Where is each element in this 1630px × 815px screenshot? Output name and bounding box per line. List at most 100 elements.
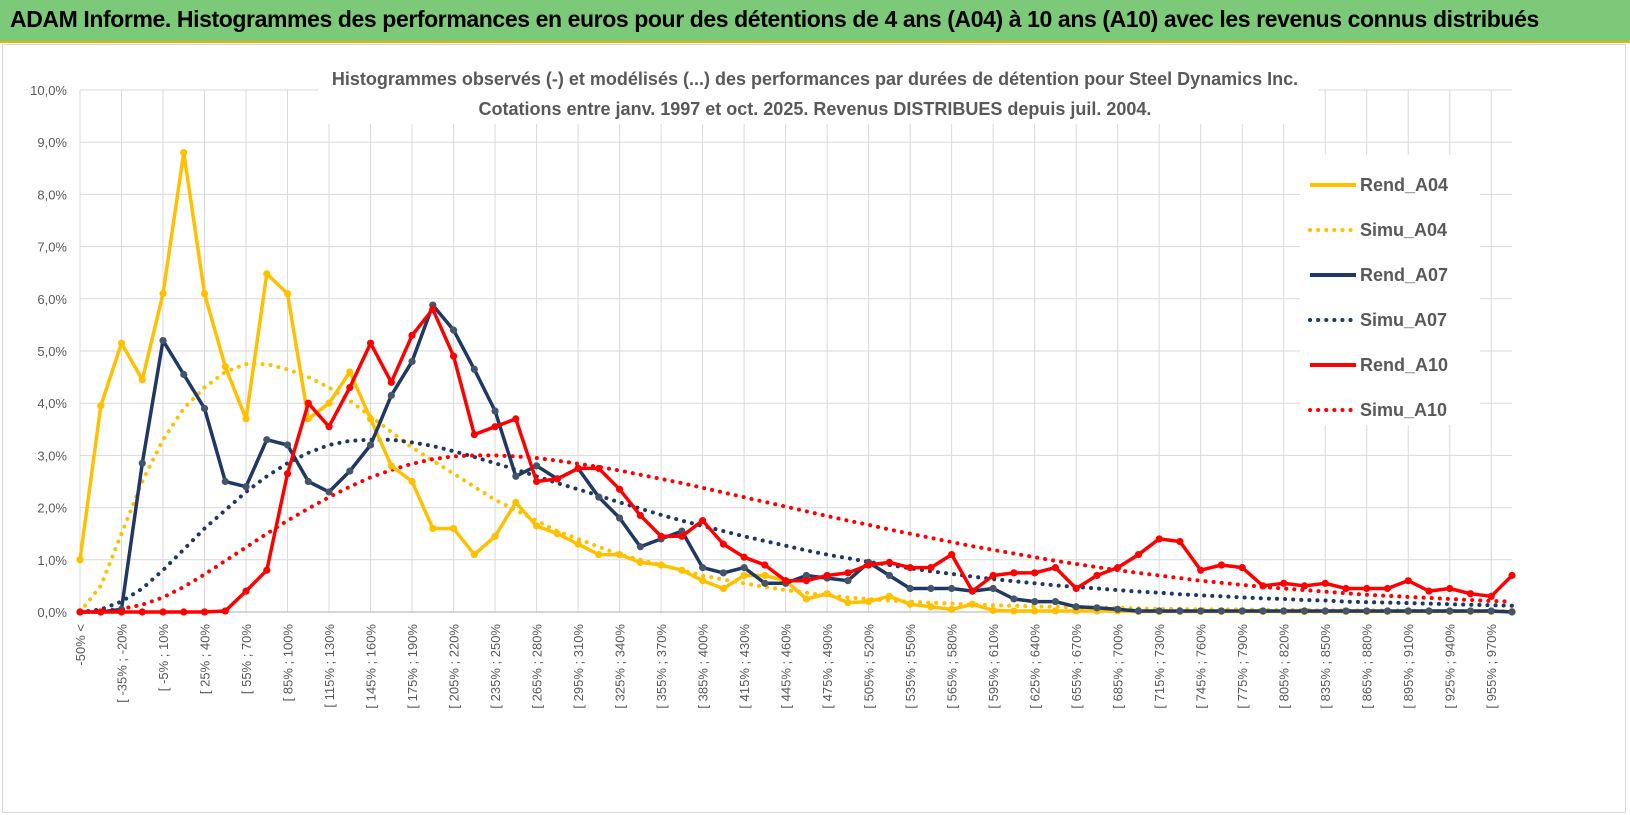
point-rend-a04	[97, 402, 105, 410]
point-rend-a04	[574, 540, 582, 548]
point-rend-a04	[740, 571, 748, 580]
point-rend-a04	[906, 600, 914, 608]
point-rend-a10	[740, 553, 748, 561]
legend-background	[1300, 155, 1480, 425]
point-rend-a10	[782, 577, 790, 585]
point-rend-a07	[761, 579, 769, 587]
point-rend-a10	[761, 561, 769, 569]
point-rend-a10	[159, 608, 167, 616]
point-rend-a07	[1176, 607, 1184, 615]
point-rend-a07	[346, 467, 354, 475]
x-tick-label: [ 25% ; 40%	[198, 624, 213, 695]
point-rend-a07	[304, 477, 312, 486]
point-rend-a10	[1508, 571, 1516, 580]
point-rend-a10	[304, 399, 312, 407]
point-rend-a04	[263, 270, 271, 278]
point-rend-a04	[989, 606, 997, 615]
point-rend-a04	[76, 556, 84, 564]
y-tick-label: 6,0%	[37, 292, 67, 307]
x-tick-label: [ 925% ; 940%	[1443, 624, 1458, 709]
point-rend-a07	[532, 462, 541, 470]
x-tick-label: [ 415% ; 430%	[737, 624, 752, 709]
x-tick-label: [ 835% ; 850%	[1318, 624, 1333, 709]
x-axis-ticks: -50% < [ -35% ; -20% [ -5% ; 10% [ 25% ; 40…	[73, 624, 1499, 709]
point-rend-a10	[1404, 577, 1412, 585]
y-tick-label: 0,0%	[37, 605, 67, 620]
point-rend-a04	[408, 477, 416, 486]
legend-label-rend-a10: Rend_A10	[1360, 355, 1448, 375]
point-rend-a10	[1176, 537, 1184, 546]
x-tick-label: [ 85% ; 100%	[281, 624, 296, 702]
x-tick-label: -50% <	[73, 624, 88, 666]
point-rend-a10	[636, 511, 644, 520]
point-rend-a10	[719, 540, 727, 548]
x-tick-label: [ 505% ; 520%	[862, 624, 877, 709]
point-rend-a04	[1051, 607, 1060, 615]
point-rend-a07	[885, 571, 893, 580]
point-rend-a07	[1155, 607, 1163, 615]
point-rend-a07	[366, 441, 375, 449]
point-rend-a10	[470, 430, 478, 439]
series-line-rend-a04	[78, 150, 1512, 614]
x-tick-label: [ 145% ; 160%	[364, 624, 379, 709]
point-rend-a07	[1487, 607, 1495, 615]
point-rend-a04	[138, 376, 146, 384]
point-rend-a10	[366, 339, 375, 347]
point-rend-a07	[1114, 605, 1122, 613]
y-tick-label: 3,0%	[37, 448, 67, 463]
point-rend-a10	[802, 577, 810, 585]
point-rend-a07	[325, 488, 333, 496]
point-rend-a04	[470, 550, 478, 559]
point-rend-a07	[242, 483, 250, 491]
point-rend-a07	[1342, 607, 1350, 615]
point-rend-a10	[1280, 579, 1288, 587]
legend-label-rend-a04: Rend_A04	[1360, 175, 1448, 195]
point-rend-a10	[906, 564, 914, 572]
y-tick-label: 10,0%	[30, 83, 67, 98]
data-series	[76, 149, 1516, 616]
x-tick-label: [ -5% ; 10%	[156, 624, 171, 692]
point-rend-a10	[1238, 564, 1246, 572]
point-rend-a04	[283, 289, 292, 298]
point-rend-a07	[1280, 607, 1288, 615]
point-rend-a10	[574, 464, 582, 473]
point-rend-a04	[304, 415, 312, 423]
gridlines	[79, 89, 1512, 613]
point-rend-a07	[1425, 607, 1433, 615]
point-rend-a04	[512, 498, 520, 506]
point-rend-a10	[1342, 584, 1350, 593]
x-tick-label: [ 685% ; 700%	[1111, 624, 1126, 709]
x-tick-label: [ 265% ; 280%	[530, 624, 545, 709]
point-rend-a10	[885, 558, 893, 567]
point-rend-a07	[719, 569, 727, 577]
x-tick-label: [ 865% ; 880%	[1360, 624, 1375, 709]
x-tick-label: [ 55% ; 70%	[239, 624, 254, 695]
chart-title: Histogrammes observés (-) et modélisés (…	[332, 69, 1298, 89]
point-rend-a10	[1259, 582, 1267, 590]
point-rend-a10	[865, 561, 873, 569]
point-rend-a07	[1466, 607, 1475, 615]
point-rend-a04	[823, 590, 831, 598]
point-rend-a04	[615, 550, 624, 559]
x-tick-label: [ 175% ; 190%	[405, 624, 420, 709]
point-rend-a10	[1446, 584, 1454, 593]
point-rend-a07	[200, 404, 209, 413]
point-rend-a10	[699, 517, 707, 525]
x-tick-label: [ 955% ; 970%	[1484, 624, 1499, 709]
x-tick-label: [ 475% ; 490%	[820, 624, 835, 709]
point-rend-a07	[1404, 607, 1412, 615]
point-rend-a10	[657, 532, 665, 540]
point-rend-a07	[699, 564, 707, 572]
point-rend-a10	[1072, 584, 1080, 593]
point-rend-a04	[865, 597, 873, 606]
point-rend-a07	[470, 365, 478, 373]
point-rend-a07	[1072, 603, 1080, 611]
point-rend-a04	[595, 550, 603, 559]
point-rend-a10	[532, 477, 541, 486]
point-rend-a10	[512, 415, 520, 423]
point-rend-a04	[200, 289, 209, 298]
point-rend-a07	[408, 357, 416, 366]
point-rend-a07	[1508, 608, 1516, 616]
point-rend-a10	[449, 352, 458, 360]
